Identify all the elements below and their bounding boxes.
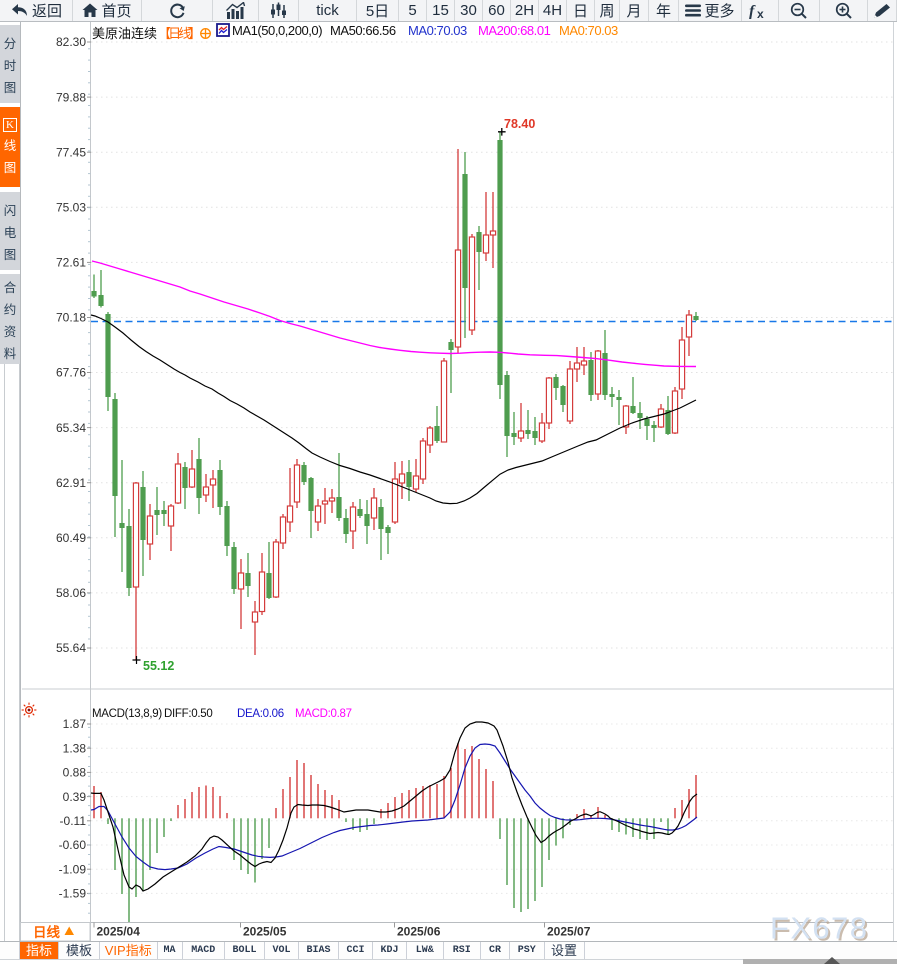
svg-text:82.30: 82.30	[56, 35, 86, 49]
svg-text:72.61: 72.61	[56, 256, 86, 270]
svg-text:65.34: 65.34	[56, 421, 86, 435]
svg-text:-0.11: -0.11	[60, 814, 87, 828]
svg-text:79.88: 79.88	[56, 90, 86, 104]
svg-text:55.64: 55.64	[56, 641, 86, 655]
svg-text:2025/05: 2025/05	[243, 925, 287, 939]
svg-text:MACD(13,8,9): MACD(13,8,9)	[92, 708, 162, 720]
svg-text:2025/04: 2025/04	[97, 925, 141, 939]
svg-text:58.06: 58.06	[56, 586, 86, 600]
svg-text:2025/07: 2025/07	[547, 925, 591, 939]
svg-text:f: f	[749, 3, 756, 19]
svg-text:55.12: 55.12	[143, 659, 174, 673]
svg-text:-1.59: -1.59	[59, 887, 87, 901]
svg-text:FX678: FX678	[770, 911, 868, 942]
svg-text:60.49: 60.49	[56, 531, 86, 545]
svg-text:日线: 日线	[33, 924, 60, 940]
svg-text:0.88: 0.88	[63, 766, 87, 780]
svg-text:78.40: 78.40	[504, 117, 535, 131]
svg-text:1.38: 1.38	[63, 741, 87, 755]
svg-text:77.45: 77.45	[56, 145, 86, 159]
svg-text:-1.09: -1.09	[59, 862, 87, 876]
svg-text:0.39: 0.39	[63, 790, 87, 804]
svg-text:x: x	[757, 7, 764, 19]
svg-text:FX678: FX678	[772, 913, 870, 942]
svg-text:MACD:0.87: MACD:0.87	[295, 708, 352, 720]
svg-text:DIFF:0.50: DIFF:0.50	[164, 708, 212, 720]
svg-text:75.03: 75.03	[56, 201, 86, 215]
svg-text:DEA:0.06: DEA:0.06	[237, 708, 284, 720]
svg-text:1.87: 1.87	[63, 717, 87, 731]
svg-text:-0.60: -0.60	[59, 838, 87, 852]
svg-text:67.76: 67.76	[56, 366, 86, 380]
svg-text:70.18: 70.18	[56, 311, 86, 325]
svg-text:2025/06: 2025/06	[397, 925, 441, 939]
svg-text:62.91: 62.91	[56, 476, 86, 490]
